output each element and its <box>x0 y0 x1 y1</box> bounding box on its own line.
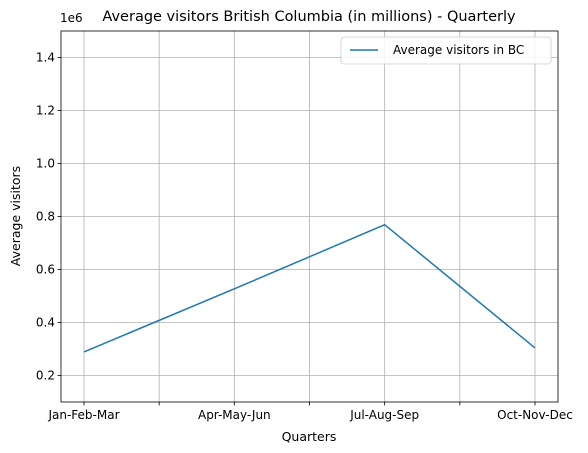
y-tick-label: 0.4 <box>36 316 55 330</box>
legend-box <box>340 36 552 65</box>
y-tick-label: 0.6 <box>36 263 55 277</box>
legend-entry-label: Average visitors in BC <box>393 43 524 57</box>
x-axis-ticks: Jan-Feb-Mar Apr-May-Jun Jul-Aug-Sep Oct-Nov… <box>47 402 573 422</box>
y-tick-label: 1.4 <box>36 51 55 65</box>
y-tick-label: 0.8 <box>36 210 55 224</box>
y-tick-label: 0.2 <box>36 369 55 383</box>
x-tick-label: Oct-Nov-Dec <box>497 408 573 422</box>
legend: Average visitors in BC <box>340 36 552 65</box>
y-axis-label: Average visitors <box>8 166 23 266</box>
chart-title: Average visitors British Columbia (in mi… <box>102 9 516 25</box>
x-tick-label: Jan-Feb-Mar <box>47 408 119 422</box>
y-axis-ticks: 0.2 0.4 0.6 0.8 1.0 1.2 1.4 <box>36 51 61 383</box>
series-line <box>83 223 536 353</box>
y-tick-label: 1.0 <box>36 157 55 171</box>
x-tick-label: Apr-May-Jun <box>198 408 271 422</box>
series-layer <box>83 223 536 353</box>
y-axis-offset-label: 1e6 <box>60 11 83 25</box>
grid-lines <box>61 31 558 402</box>
x-tick-label: Jul-Aug-Sep <box>349 408 419 422</box>
x-axis-label: Quarters <box>282 429 337 444</box>
y-tick-label: 1.2 <box>36 104 55 118</box>
